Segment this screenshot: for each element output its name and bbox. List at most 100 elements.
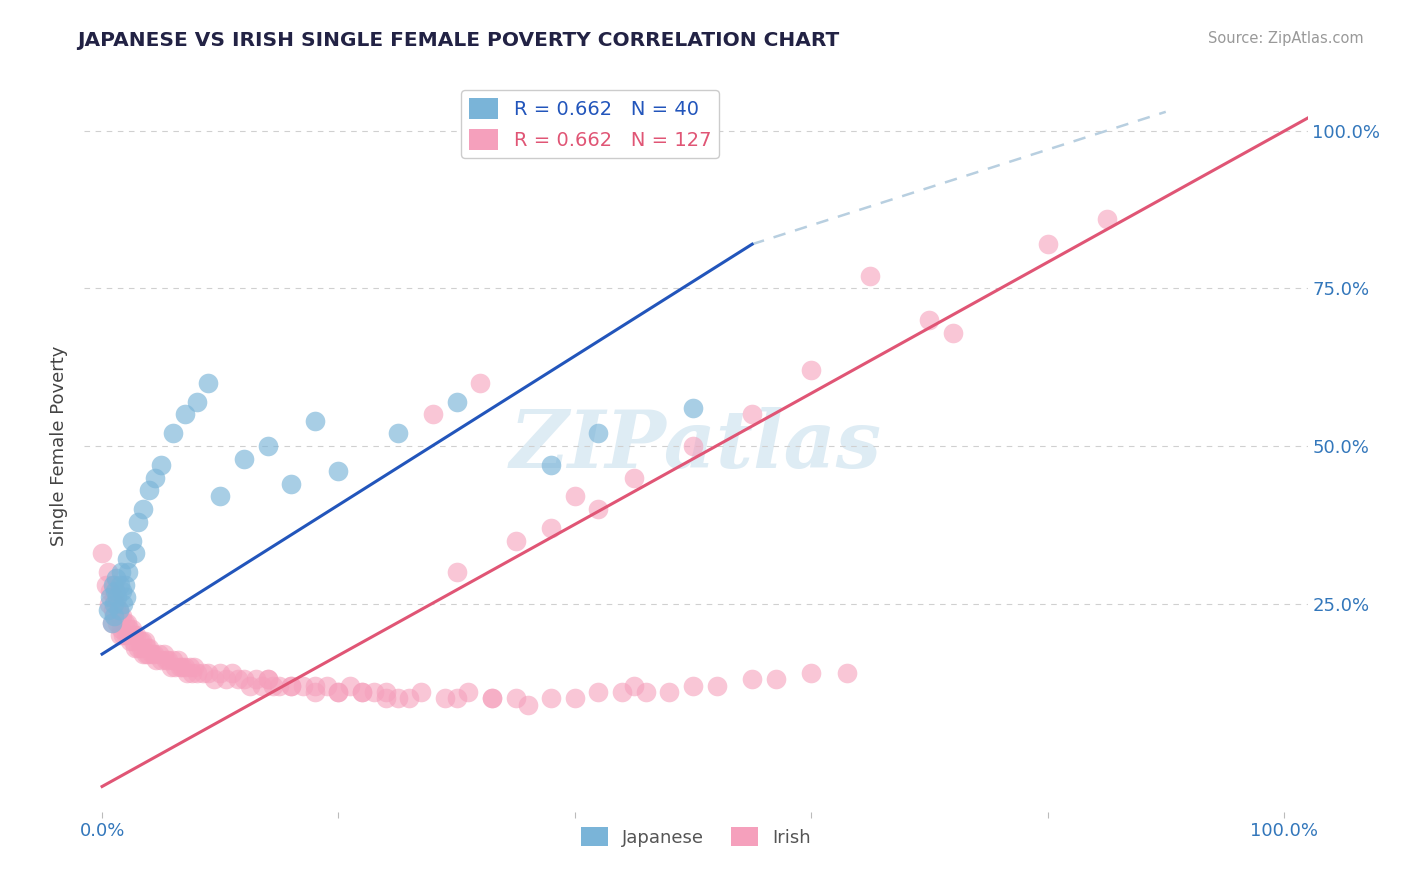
- Point: [292, 679, 315, 693]
- Point: [105, 597, 128, 611]
- Point: [150, 653, 173, 667]
- Point: [120, 634, 142, 648]
- Point: [564, 691, 586, 706]
- Point: [112, 597, 135, 611]
- Point: [115, 552, 138, 566]
- Point: [143, 470, 166, 484]
- Point: [103, 597, 125, 611]
- Point: [470, 376, 492, 390]
- Point: [433, 691, 456, 706]
- Point: [215, 673, 238, 687]
- Point: [138, 483, 160, 497]
- Point: [682, 401, 704, 416]
- Point: [859, 268, 882, 283]
- Point: [610, 685, 633, 699]
- Point: [918, 313, 941, 327]
- Point: [127, 515, 149, 529]
- Point: [209, 665, 232, 680]
- Point: [129, 634, 152, 648]
- Point: [172, 659, 194, 673]
- Point: [118, 622, 141, 636]
- Point: [398, 691, 420, 706]
- Point: [328, 685, 350, 699]
- Point: [98, 584, 121, 599]
- Point: [800, 665, 823, 680]
- Point: [127, 640, 149, 655]
- Point: [135, 647, 157, 661]
- Point: [143, 647, 166, 661]
- Point: [352, 685, 374, 699]
- Point: [481, 691, 503, 706]
- Point: [111, 609, 134, 624]
- Point: [588, 502, 610, 516]
- Point: [191, 665, 214, 680]
- Point: [446, 565, 468, 579]
- Point: [104, 609, 127, 624]
- Point: [315, 679, 337, 693]
- Point: [226, 673, 249, 687]
- Point: [112, 628, 135, 642]
- Point: [162, 426, 184, 441]
- Point: [115, 615, 138, 630]
- Point: [100, 615, 122, 630]
- Point: [540, 691, 562, 706]
- Point: [339, 679, 361, 693]
- Point: [136, 647, 159, 661]
- Point: [121, 622, 143, 636]
- Point: [387, 691, 409, 706]
- Point: [173, 659, 195, 673]
- Point: [588, 426, 610, 441]
- Point: [232, 673, 254, 687]
- Point: [262, 679, 284, 693]
- Point: [141, 647, 163, 661]
- Point: [221, 665, 243, 680]
- Text: ZIPatlas: ZIPatlas: [510, 408, 882, 484]
- Point: [682, 679, 704, 693]
- Point: [741, 673, 763, 687]
- Point: [114, 628, 136, 642]
- Point: [134, 634, 156, 648]
- Point: [108, 628, 131, 642]
- Point: [202, 673, 225, 687]
- Point: [800, 363, 823, 377]
- Point: [186, 395, 208, 409]
- Point: [269, 679, 291, 693]
- Point: [658, 685, 681, 699]
- Point: [363, 685, 385, 699]
- Point: [387, 426, 409, 441]
- Point: [114, 615, 136, 630]
- Point: [91, 546, 114, 560]
- Point: [122, 628, 145, 642]
- Point: [155, 653, 177, 667]
- Point: [98, 591, 121, 605]
- Point: [588, 685, 610, 699]
- Point: [117, 628, 139, 642]
- Point: [634, 685, 657, 699]
- Point: [173, 408, 195, 422]
- Point: [446, 395, 468, 409]
- Point: [197, 376, 219, 390]
- Point: [505, 533, 527, 548]
- Point: [145, 653, 167, 667]
- Point: [176, 665, 198, 680]
- Point: [129, 640, 152, 655]
- Point: [101, 578, 124, 592]
- Point: [150, 458, 173, 472]
- Point: [564, 490, 586, 504]
- Point: [148, 647, 170, 661]
- Point: [446, 691, 468, 706]
- Point: [505, 691, 527, 706]
- Point: [481, 691, 503, 706]
- Legend: Japanese, Irish: Japanese, Irish: [574, 820, 818, 854]
- Point: [124, 640, 146, 655]
- Point: [169, 659, 191, 673]
- Point: [457, 685, 479, 699]
- Point: [103, 609, 125, 624]
- Point: [516, 698, 538, 712]
- Point: [256, 439, 278, 453]
- Point: [103, 578, 125, 592]
- Point: [107, 603, 129, 617]
- Point: [183, 659, 205, 673]
- Point: [114, 591, 136, 605]
- Point: [159, 659, 181, 673]
